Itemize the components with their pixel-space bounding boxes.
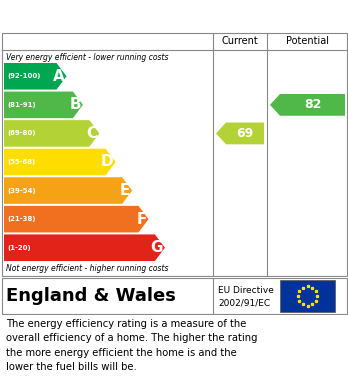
Text: D: D [101,154,114,170]
Text: 2002/91/EC: 2002/91/EC [218,298,270,307]
Text: The energy efficiency rating is a measure of the
overall efficiency of a home. T: The energy efficiency rating is a measur… [6,319,258,372]
Text: EU Directive: EU Directive [218,286,274,295]
Text: (69-80): (69-80) [7,131,35,136]
Text: A: A [53,69,64,84]
Text: G: G [150,240,163,255]
Bar [280,280,335,312]
Polygon shape [4,235,165,261]
Polygon shape [4,149,116,175]
Polygon shape [4,120,99,147]
Text: (81-91): (81-91) [7,102,35,108]
Text: (55-68): (55-68) [7,159,35,165]
Text: Not energy efficient - higher running costs: Not energy efficient - higher running co… [6,264,168,273]
Text: Potential: Potential [286,36,329,46]
Text: E: E [120,183,130,198]
Polygon shape [4,63,66,90]
Text: (39-54): (39-54) [7,188,35,194]
Text: England & Wales: England & Wales [6,287,176,305]
Text: (21-38): (21-38) [7,216,35,222]
Polygon shape [270,94,345,116]
Text: B: B [69,97,81,112]
Text: (1-20): (1-20) [7,245,31,251]
Polygon shape [216,122,264,144]
Text: Energy Efficiency Rating: Energy Efficiency Rating [10,7,239,25]
Polygon shape [4,91,83,118]
Text: (92-100): (92-100) [7,73,40,79]
Polygon shape [4,206,149,232]
Text: F: F [136,212,147,227]
Polygon shape [4,177,132,204]
Text: C: C [86,126,97,141]
Text: 69: 69 [236,127,254,140]
Text: Current: Current [222,36,258,46]
Text: Very energy efficient - lower running costs: Very energy efficient - lower running co… [6,53,168,62]
Text: 82: 82 [304,99,321,111]
